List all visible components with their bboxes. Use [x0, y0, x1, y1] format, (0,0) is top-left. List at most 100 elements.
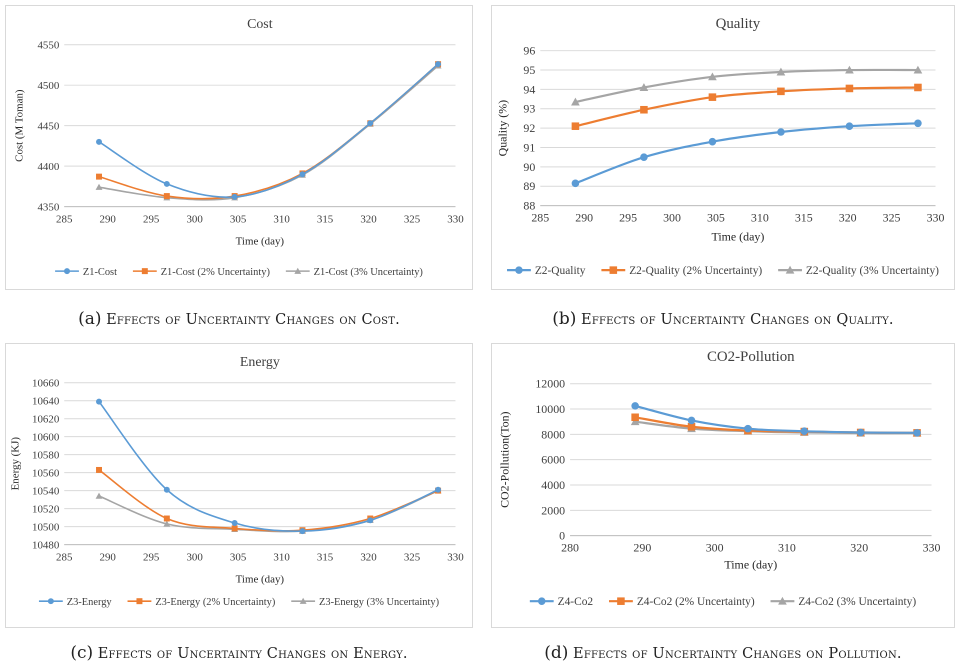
legend-label: Z4-Co2 (2% Uncertainty) [637, 596, 755, 608]
x-tick-label: 290 [633, 541, 651, 555]
data-point [687, 416, 696, 425]
series-2 [571, 83, 922, 130]
chart-title: Quality [716, 16, 761, 32]
caption-energy: (c) Effects of Uncertainty Changes on En… [70, 643, 408, 663]
series-line [98, 469, 439, 532]
y-tick-label: 10520 [32, 504, 60, 516]
legend-item: Z1-Cost [55, 267, 117, 278]
series-2 [96, 61, 442, 200]
x-tick-label: 320 [360, 551, 377, 563]
data-point [708, 93, 717, 101]
chart-title: Cost [247, 17, 273, 32]
data-point [571, 122, 580, 130]
legend-item: Z4-Co2 [529, 596, 593, 608]
legend-marker [785, 265, 795, 274]
y-tick-label: 12000 [535, 377, 565, 391]
legend-label: Z3-Energy (2% Uncertainty) [155, 597, 276, 608]
y-tick-label: 10480 [32, 540, 60, 552]
y-tick-label: 10000 [535, 402, 565, 416]
legend-item: Z4-Co2 (3% Uncertainty) [770, 596, 916, 608]
series-line [575, 122, 918, 185]
y-tick-label: 10540 [32, 486, 60, 498]
caption-quality: (b) Effects of Uncertainty Changes on Qu… [552, 309, 894, 329]
data-point [913, 65, 923, 74]
series-3 [95, 62, 442, 201]
chart-title: CO2-Pollution [707, 349, 795, 365]
pollution-chart: CO2-Pollution 0 2000 4000 6000 8000 10000 12000… [498, 349, 941, 608]
series-line [634, 404, 918, 434]
y-tick-label: 4550 [37, 40, 59, 52]
y-gridlines [64, 382, 456, 546]
legend-marker [617, 597, 625, 605]
series-1 [631, 402, 921, 437]
quality-chart: Quality 88 89 90 91 92 93 94 95 96 285 290 295 300 305… [496, 16, 945, 277]
data-point [96, 173, 102, 180]
data-point [914, 83, 922, 92]
x-tick-label: 295 [619, 210, 637, 224]
y-tick-label: 93 [523, 102, 535, 116]
data-point [631, 402, 639, 410]
data-point [96, 138, 102, 145]
data-point [776, 67, 786, 76]
x-axis-label: Time (day) [724, 557, 777, 571]
series-line [575, 86, 918, 128]
legend-marker [47, 598, 54, 605]
y-tick-label: 92 [523, 121, 535, 135]
data-point [845, 65, 854, 74]
energy-chart-panel: Energy 10480 10500 10520 10540 10560 10580 1060… [5, 343, 473, 628]
data-point [744, 424, 752, 433]
data-point [845, 122, 854, 130]
data-point [367, 517, 374, 524]
data-point [571, 179, 580, 188]
y-tick-label: 4000 [541, 478, 565, 492]
x-tick-label: 305 [230, 213, 247, 225]
data-point [95, 183, 103, 190]
y-tick-label: 10620 [32, 414, 60, 426]
x-tick-label: 320 [360, 213, 377, 225]
caption-pollution: (d) Effects of Uncertainty Changes on Po… [544, 643, 902, 663]
y-tick-label: 2000 [541, 503, 565, 517]
data-point [299, 171, 306, 178]
series-1 [96, 398, 442, 535]
legend-item: Z1-Cost (2% Uncertainty) [132, 267, 270, 278]
y-tick-label: 10560 [32, 468, 60, 480]
legend-marker [141, 268, 148, 275]
x-tick-label: 300 [706, 541, 724, 555]
data-point [630, 417, 640, 426]
data-point [913, 429, 921, 437]
legend: Z2-Quality Z2-Quality (2% Uncertainty) Z2-… [507, 265, 939, 277]
series-line [98, 63, 439, 200]
legend: Z4-Co2 Z4-Co2 (2% Uncertainty) Z4-Co2 (3% … [529, 596, 916, 608]
legend-item: Z2-Quality [507, 265, 586, 277]
x-tick-label: 325 [404, 213, 421, 225]
series-1 [96, 61, 442, 200]
y-tick-label: 4400 [37, 161, 59, 173]
series-1 [571, 119, 922, 188]
data-point [777, 128, 785, 136]
y-tick-label: 91 [523, 140, 535, 154]
legend-marker [609, 266, 618, 274]
x-tick-label: 305 [230, 551, 247, 563]
x-tick-label: 310 [273, 213, 290, 225]
legend-label: Z2-Quality (3% Uncertainty) [806, 265, 939, 277]
y-axis-label: Energy (KJ) [10, 437, 22, 491]
legend-marker [294, 267, 302, 274]
data-point [845, 84, 854, 93]
y-tick-label: 89 [523, 179, 535, 193]
y-axis-label: CO2-Pollution(Ton) [498, 411, 512, 507]
legend-label: Z3-Energy [67, 597, 113, 608]
legend-marker [537, 597, 546, 605]
x-tick-label: 310 [273, 551, 290, 563]
x-axis-label: Time (day) [711, 229, 764, 243]
y-tick-label: 4450 [37, 121, 59, 133]
legend-item: Z3-Energy [38, 597, 113, 608]
y-axis-label: Cost (M Toman) [14, 89, 26, 162]
series-line [98, 489, 439, 533]
legend-item: Z2-Quality (2% Uncertainty) [601, 265, 762, 277]
legend-item: Z1-Cost (3% Uncertainty) [285, 267, 423, 278]
legend-item: Z3-Energy (2% Uncertainty) [127, 597, 276, 608]
y-tick-label: 8000 [541, 427, 565, 441]
legend-marker [515, 266, 523, 274]
x-tick-label: 300 [663, 210, 681, 224]
y-gridlines [64, 44, 456, 208]
